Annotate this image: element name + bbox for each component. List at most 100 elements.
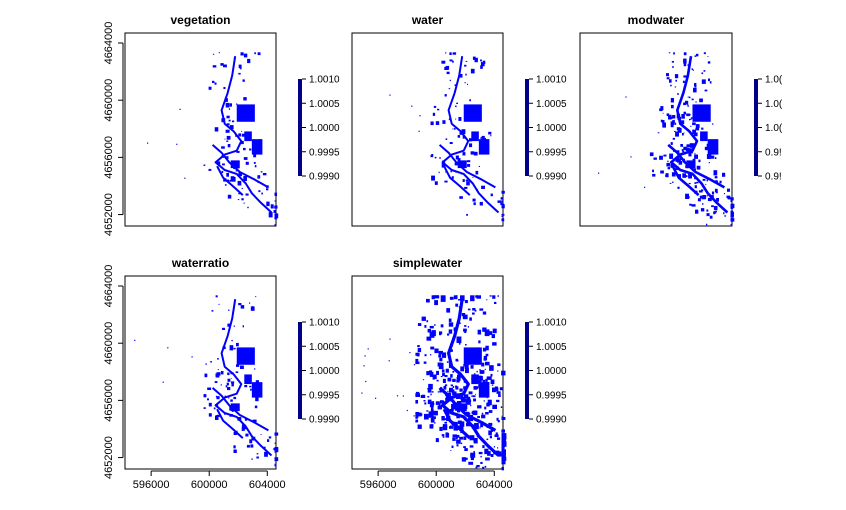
water-pixel bbox=[402, 395, 404, 397]
water-pixel bbox=[456, 359, 459, 362]
water-pixel bbox=[240, 52, 244, 56]
water-pixel bbox=[243, 97, 247, 101]
water-pixel bbox=[663, 154, 667, 157]
water-pixel bbox=[480, 137, 483, 139]
water-pixel bbox=[498, 393, 501, 397]
water-pixel bbox=[484, 329, 490, 337]
water-pixel bbox=[434, 324, 436, 326]
water-pixel bbox=[215, 295, 218, 298]
water-pixel bbox=[236, 161, 238, 164]
water-pixel bbox=[448, 322, 454, 327]
water-pixel bbox=[213, 407, 216, 410]
water-pixel bbox=[453, 128, 456, 130]
water-pixel bbox=[247, 376, 251, 379]
water-pixel bbox=[427, 328, 431, 333]
water-pixel bbox=[228, 119, 231, 122]
water-body bbox=[457, 160, 467, 169]
water-pixel bbox=[452, 434, 457, 438]
water-pixel bbox=[682, 160, 686, 163]
water-pixel bbox=[456, 444, 459, 447]
water-pixel bbox=[434, 181, 438, 185]
water-pixel bbox=[501, 467, 503, 469]
water-pixel bbox=[176, 143, 178, 145]
water-pixel bbox=[476, 375, 482, 380]
water-pixel bbox=[481, 414, 486, 419]
water-pixel bbox=[222, 163, 225, 166]
water-pixel bbox=[478, 451, 483, 455]
water-pixel bbox=[466, 363, 469, 365]
legend-tick-label: 0.9990 bbox=[536, 172, 567, 183]
water-pixel bbox=[481, 412, 484, 415]
water-pixel bbox=[227, 323, 231, 327]
water-pixel bbox=[497, 420, 500, 423]
water-pixel bbox=[471, 378, 473, 380]
water-pixel bbox=[480, 65, 483, 69]
water-pixel bbox=[417, 412, 422, 417]
water-pixel bbox=[446, 361, 449, 363]
water-pixel bbox=[203, 407, 206, 409]
water-pixel bbox=[224, 138, 226, 140]
water-pixel bbox=[243, 53, 248, 58]
water-pixel bbox=[274, 224, 277, 226]
water-pixel bbox=[671, 104, 674, 109]
water-pixel bbox=[714, 157, 717, 159]
y-tick-label: 4656000 bbox=[103, 136, 115, 179]
water-pixel bbox=[223, 87, 226, 89]
water-mask-waterratio bbox=[134, 295, 279, 467]
water-pixel bbox=[432, 403, 435, 405]
water-body bbox=[244, 131, 252, 142]
water-pixel bbox=[241, 133, 245, 137]
water-pixel bbox=[466, 181, 470, 186]
water-pixel bbox=[233, 325, 235, 327]
water-pixel bbox=[689, 118, 691, 121]
water-pixel bbox=[431, 295, 435, 300]
water-pixel bbox=[449, 79, 451, 82]
water-pixel bbox=[245, 161, 249, 165]
water-pixel bbox=[496, 391, 501, 394]
water-pixel bbox=[472, 198, 476, 202]
water-pixel bbox=[241, 198, 244, 201]
water-pixel bbox=[253, 154, 257, 158]
water-pixel bbox=[449, 409, 454, 413]
water-pixel bbox=[440, 324, 444, 328]
water-pixel bbox=[683, 52, 687, 56]
water-pixel bbox=[429, 372, 434, 377]
water-pixel bbox=[274, 447, 279, 453]
water-pixel bbox=[501, 370, 506, 376]
water-pixel bbox=[692, 168, 696, 172]
water-pixel bbox=[458, 376, 461, 378]
water-pixel bbox=[486, 425, 490, 428]
water-pixel bbox=[695, 101, 697, 103]
water-pixel bbox=[459, 436, 464, 440]
water-pixel bbox=[470, 68, 475, 74]
water-pixel bbox=[426, 410, 429, 412]
water-pixel bbox=[467, 83, 468, 85]
water-pixel bbox=[253, 162, 256, 164]
water-pixel bbox=[675, 156, 680, 162]
water-pixel bbox=[233, 396, 237, 400]
water-pixel bbox=[714, 188, 718, 193]
water-pixel bbox=[441, 434, 445, 437]
water-pixel bbox=[488, 430, 492, 436]
water-pixel bbox=[674, 122, 677, 125]
water-pixel bbox=[274, 216, 278, 220]
water-pixel bbox=[491, 384, 494, 386]
water-pixel bbox=[459, 74, 463, 78]
water-pixel bbox=[479, 427, 481, 429]
water-pixel bbox=[649, 152, 654, 157]
water-pixel bbox=[430, 346, 435, 350]
water-pixel bbox=[458, 306, 461, 308]
water-pixel bbox=[438, 350, 443, 355]
water-pixel bbox=[483, 388, 489, 393]
water-pixel bbox=[167, 347, 169, 349]
water-pixel bbox=[268, 212, 273, 218]
x-axis: 596000 600000 604000 bbox=[360, 470, 513, 491]
water-pixel bbox=[471, 411, 474, 414]
water-pixel bbox=[257, 52, 261, 56]
water-pixel bbox=[669, 79, 672, 83]
legend-tick-label: 0.9990 bbox=[536, 415, 567, 426]
water-pixel bbox=[249, 148, 252, 151]
water-pixel bbox=[501, 417, 506, 420]
legend-tick-label: 1.0( bbox=[765, 99, 783, 110]
water-pixel bbox=[203, 164, 206, 166]
